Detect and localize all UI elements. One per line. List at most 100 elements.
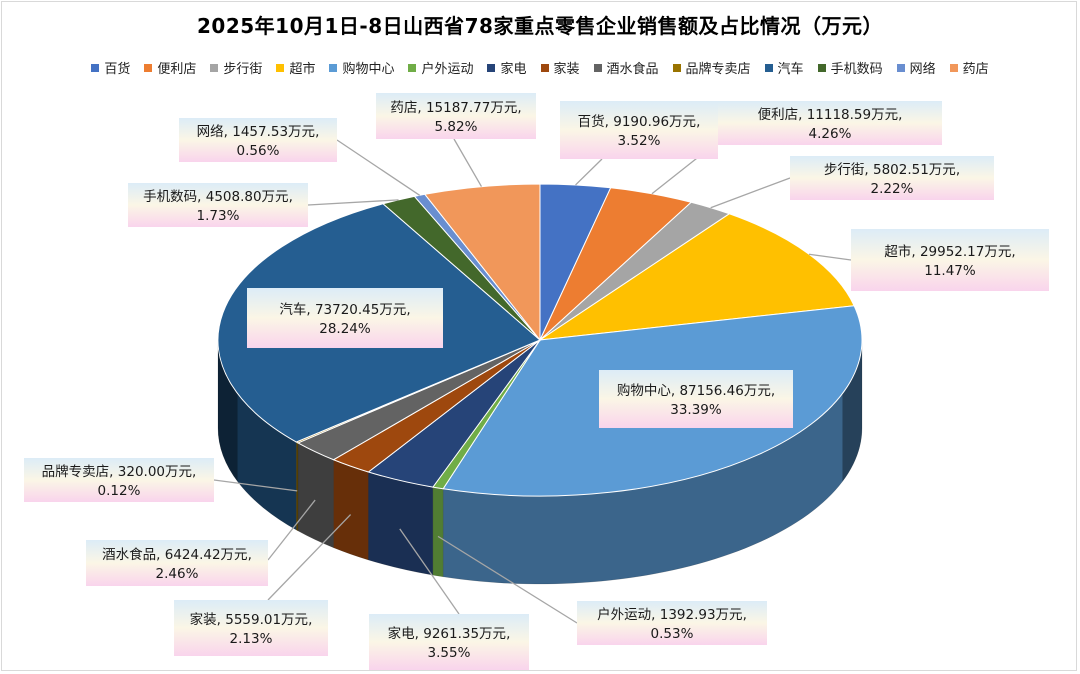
data-label-value: 药店, 15187.77万元, [390, 100, 521, 116]
data-label-name: 药店 [390, 100, 417, 116]
data-label-value: 便利店, 11118.59万元, [758, 107, 903, 123]
data-label-percent: 28.24% [319, 321, 371, 337]
data-label-name: 购物中心 [617, 383, 671, 399]
legend-item: 家装 [540, 58, 580, 77]
data-label-percent: 4.26% [809, 126, 852, 142]
data-label: 超市, 29952.17万元, 11.47% [851, 229, 1049, 291]
legend-swatch [487, 63, 496, 72]
leader-line [267, 514, 352, 601]
data-label-value: 手机数码, 4508.80万元, [143, 189, 293, 205]
legend-swatch [329, 63, 338, 72]
legend-label: 汽车 [777, 62, 804, 77]
data-label-percent: 2.22% [871, 181, 914, 197]
data-label-name: 百货 [578, 113, 605, 130]
data-label-box [128, 183, 308, 227]
data-label-amount: 73720.45万元 [315, 302, 406, 318]
legend-label: 便利店 [157, 62, 197, 77]
data-label-percent: 3.55% [428, 645, 471, 661]
data-label-name: 家装 [190, 611, 217, 628]
data-label-name: 家电 [388, 625, 415, 642]
chart-legend: 百货 便利店 步行街 超市 购物中心 户外运动 家电 家装 酒水食品 品牌专卖店 汽车 手机数码 网络 药… [0, 58, 1080, 77]
legend-item: 超市 [276, 58, 315, 77]
legend-label: 家装 [553, 62, 580, 77]
data-label-value: 家装, 5559.01万元, [190, 611, 313, 628]
data-label-value: 品牌专卖店, 320.00万元, [42, 463, 197, 480]
legend-item: 步行街 [210, 58, 262, 77]
data-label: 家电, 9261.35万元, 3.55% [369, 614, 529, 670]
data-label-amount: 29952.17万元 [920, 244, 1011, 260]
pie-wall-shadow-right [842, 340, 863, 482]
data-label-value: 百货, 9190.96万元, [578, 113, 701, 130]
data-label-box [851, 229, 1049, 291]
data-label-percent: 2.13% [230, 631, 273, 647]
data-label-box [86, 540, 268, 586]
data-label-value: 户外运动, 1392.93万元, [597, 606, 747, 623]
data-label-percent: 3.52% [618, 133, 661, 149]
data-label-amount: 1392.93万元 [660, 607, 743, 623]
legend-item: 家电 [487, 58, 527, 77]
data-label-value: 汽车, 73720.45万元, [279, 301, 410, 318]
data-label-percent: 11.47% [924, 263, 976, 279]
legend-swatch [540, 63, 549, 72]
data-label-box [179, 118, 337, 162]
data-label-value: 家电, 9261.35万元, [388, 625, 511, 642]
data-label-box [24, 458, 214, 502]
legend-label: 网络 [909, 62, 936, 77]
leader-line [575, 158, 603, 186]
data-label-name: 汽车 [279, 301, 306, 318]
legend-swatch [817, 63, 826, 72]
data-label-name: 品牌专卖店 [42, 463, 110, 480]
data-label-value: 购物中心, 87156.46万元, [617, 383, 775, 399]
legend-swatch [896, 63, 905, 72]
data-label-percent: 2.46% [156, 566, 199, 582]
data-label-box [376, 93, 536, 139]
data-label: 步行街, 5802.51万元, 2.22% [790, 156, 994, 200]
legend-item: 品牌专卖店 [672, 58, 751, 77]
data-label-box [369, 614, 529, 670]
data-label-percent: 5.82% [435, 119, 478, 135]
data-label-box [577, 601, 767, 645]
pie-wall-e5aeb6e794b5 [368, 471, 434, 576]
leader-line [267, 499, 316, 561]
data-label-name: 网络 [197, 124, 224, 140]
data-label-percent: 1.73% [197, 208, 240, 224]
legend-item: 网络 [896, 58, 936, 77]
data-label-percent: 0.56% [237, 143, 280, 159]
legend-swatch [764, 63, 773, 72]
data-label-percent: 0.53% [651, 626, 694, 642]
leader-line [453, 138, 483, 187]
data-label-name: 便利店 [758, 107, 799, 123]
legend-label: 药店 [962, 62, 989, 77]
data-label-name: 酒水食品 [102, 546, 156, 563]
data-label-amount: 6424.42万元 [165, 547, 248, 563]
leader-line [213, 479, 298, 492]
data-label-percent: 0.12% [98, 483, 141, 499]
data-label-amount: 5802.51万元 [873, 162, 956, 178]
legend-swatch [210, 63, 219, 72]
chart-title: 2025年10月1日-8日山西省78家重点零售企业销售额及占比情况（万元） [197, 14, 883, 38]
data-label-amount: 5559.01万元 [225, 612, 308, 628]
data-label-value: 步行街, 5802.51万元, [824, 162, 960, 178]
data-label-name: 手机数码 [143, 189, 197, 205]
legend-label: 户外运动 [421, 62, 474, 77]
data-label: 家装, 5559.01万元, 2.13% [174, 600, 328, 656]
pie-wall-e5aeb6e8a385 [333, 459, 369, 561]
data-label-box [560, 101, 718, 159]
data-label-amount: 9261.35万元 [423, 626, 506, 642]
legend-item: 手机数码 [817, 58, 883, 77]
data-label-amount: 1457.53万元 [232, 124, 315, 140]
legend-swatch [408, 63, 417, 72]
legend-item: 购物中心 [329, 58, 394, 77]
leader-line [336, 139, 421, 196]
leader-line [808, 253, 852, 261]
legend-item: 酒水食品 [593, 58, 659, 77]
data-label-value: 网络, 1457.53万元, [197, 124, 320, 140]
data-label-amount: 11118.59万元 [807, 107, 898, 123]
data-label-amount: 87156.46万元 [679, 383, 770, 399]
pie-wall-e688b7e5a496e8bf90e58aa8 [432, 486, 444, 578]
legend-label: 品牌专卖店 [685, 62, 751, 77]
legend-item: 便利店 [144, 58, 196, 77]
data-label: 户外运动, 1392.93万元, 0.53% [577, 601, 767, 645]
leader-line [437, 535, 578, 624]
